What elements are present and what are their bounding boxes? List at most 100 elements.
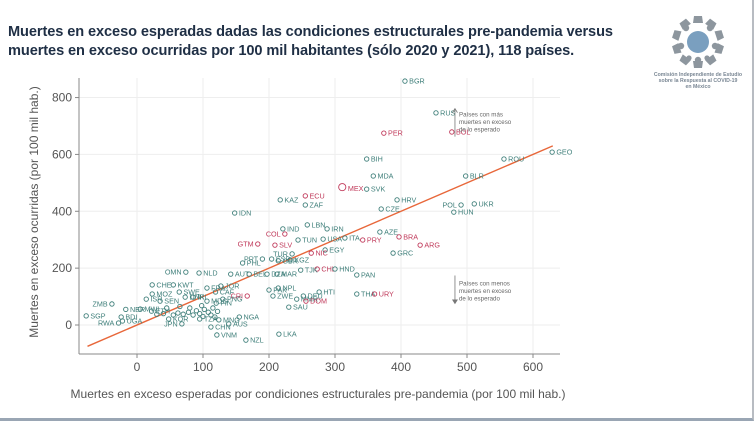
point-label: FIN <box>220 299 232 308</box>
point-marker <box>354 291 360 297</box>
point-marker <box>190 312 196 318</box>
point-label: TUN <box>302 236 317 245</box>
point-marker <box>270 293 276 299</box>
annotation-text-line: de lo esperado <box>459 127 500 134</box>
point-label: CRI <box>231 292 243 301</box>
data-point-isr: ISR <box>143 295 162 304</box>
data-point-bol: BOL <box>449 128 470 137</box>
y-tick-label: 400 <box>52 204 72 218</box>
point-marker <box>449 129 455 135</box>
point-marker <box>179 321 185 327</box>
point-marker <box>199 303 205 309</box>
data-point-kor: KOR <box>166 315 188 324</box>
point-label: TZA <box>204 315 218 324</box>
point-label: BLR <box>470 172 484 181</box>
point-marker <box>286 304 292 310</box>
point-marker <box>226 321 232 327</box>
data-point-npl: NPL <box>275 284 296 293</box>
data-point-tur: TUR <box>273 250 295 259</box>
data-point-chl: CHL <box>314 265 336 274</box>
y-tick-label: 0 <box>65 318 72 332</box>
data-point-unlabeled <box>199 303 205 309</box>
point-label: LBN <box>311 221 325 230</box>
point-marker <box>322 247 328 253</box>
point-marker <box>294 296 300 302</box>
point-label: IRL <box>197 293 208 302</box>
data-point-per: PER <box>381 129 403 138</box>
point-marker <box>402 78 408 84</box>
point-marker <box>298 267 304 273</box>
data-point-gbr: GBR <box>275 256 298 265</box>
point-marker <box>360 237 366 243</box>
point-marker <box>196 270 202 276</box>
point-label: DEU <box>308 292 323 301</box>
point-label: SWE <box>183 288 200 297</box>
data-point-bel: BEL <box>246 270 267 279</box>
point-label: DOM <box>310 297 327 306</box>
point-marker <box>183 269 189 275</box>
point-label: CHL <box>321 265 335 274</box>
point-marker <box>170 282 176 288</box>
data-point-pry: PRY <box>360 236 382 245</box>
arrow-down-head-icon <box>452 299 458 305</box>
data-point-unlabeled <box>208 312 214 318</box>
data-point-che: CHE <box>149 281 172 290</box>
data-point-moz: MOZ <box>149 290 173 299</box>
x-axis-title: Muertes en exceso esperadas por condicio… <box>71 387 566 401</box>
point-marker <box>314 266 320 272</box>
data-point-mdg: MDG <box>204 297 228 306</box>
point-label: MOZ <box>156 290 173 299</box>
point-label: THA <box>361 290 376 299</box>
data-point-uga: UGA <box>119 317 142 326</box>
y-tick-label: 800 <box>52 91 72 105</box>
logo-caption-line-3: en México <box>685 84 711 90</box>
data-point-lka: LKA <box>276 330 297 339</box>
data-point-ner: NER <box>123 305 145 314</box>
point-label: ROU <box>508 155 524 164</box>
data-point-hnd: HND <box>332 265 355 274</box>
point-marker <box>364 156 370 162</box>
point-marker <box>370 173 376 179</box>
data-point-tun: TUN <box>295 236 317 245</box>
point-label: NPL <box>282 284 296 293</box>
point-marker <box>208 324 214 330</box>
point-marker <box>302 193 308 199</box>
logo-caption: Comisión Independiente de Estudio sobre … <box>648 72 748 90</box>
y-axis-title: Muertes en exceso ocurridas (por 100 mil… <box>27 86 41 337</box>
point-label: MNG <box>223 315 240 324</box>
point-label: EGY <box>329 246 344 255</box>
point-marker <box>259 256 266 262</box>
point-label: BDI <box>125 313 137 322</box>
point-label: COL <box>266 230 281 239</box>
point-label: HUN <box>458 208 474 217</box>
point-marker <box>268 256 275 262</box>
data-point-pan: PAN <box>354 271 375 280</box>
point-marker <box>148 308 155 314</box>
point-marker <box>266 287 272 293</box>
data-point-mng: MNG <box>216 315 240 324</box>
y-tick-label: 200 <box>52 261 72 275</box>
data-point-mda: MDA <box>370 172 394 181</box>
data-point-mar: MAR <box>274 270 297 279</box>
point-label: SGP <box>90 312 105 321</box>
annotation-text-line: de lo esperado <box>459 296 500 303</box>
data-point-rwa: RWA <box>98 319 122 328</box>
logo-caption-line-2: sobre la Respuesta al COVID-19 <box>658 78 738 84</box>
point-marker <box>176 289 182 295</box>
data-point-unlabeled <box>180 311 186 317</box>
point-marker <box>160 310 167 317</box>
data-point-blr: BLR <box>463 172 484 181</box>
data-point-prt: PRT <box>244 255 266 264</box>
data-point-sau: SAU <box>286 303 308 312</box>
point-marker <box>115 320 122 326</box>
data-point-dom: DOM <box>303 297 327 306</box>
point-label: PRY <box>367 236 382 245</box>
point-marker <box>246 271 252 277</box>
x-tick-label: 0 <box>134 360 141 374</box>
data-point-hrv: HRV <box>394 196 416 205</box>
point-marker <box>83 313 89 319</box>
data-point-jpn: JPN <box>164 319 185 328</box>
x-tick-label: 200 <box>259 360 279 374</box>
